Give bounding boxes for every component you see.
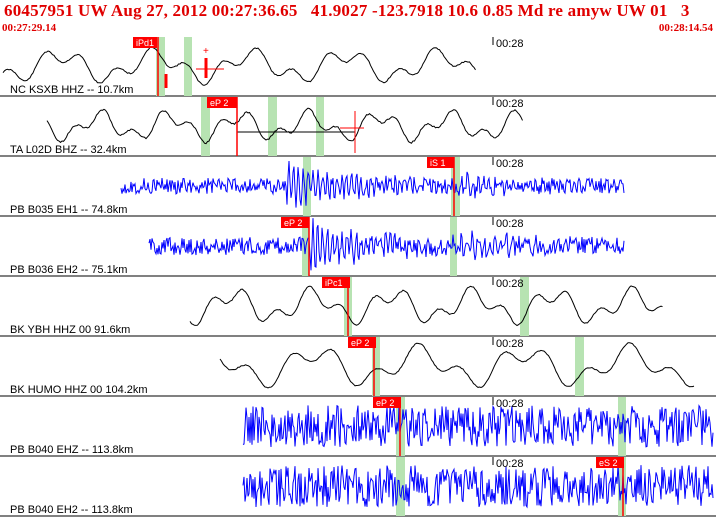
window-band xyxy=(450,217,457,276)
waveform-trace xyxy=(242,465,714,509)
time-tick-label: 00:28 xyxy=(496,98,524,110)
pick-label: eP 2 xyxy=(351,338,369,348)
trace-row[interactable]: eP 2 00:28 PB B036 EH2 -- 75.1km xyxy=(0,217,716,277)
pick-flag[interactable] xyxy=(281,217,309,228)
pick-flag[interactable] xyxy=(348,337,376,348)
station-label: PB B035 EH1 -- 74.8km xyxy=(10,204,127,216)
pick-label: eP 2 xyxy=(210,98,228,108)
window-band xyxy=(156,37,165,96)
waveform-trace xyxy=(120,160,625,208)
pick-flag[interactable] xyxy=(322,277,350,288)
event-header: 60457951 UW Aug 27, 2012 00:27:36.65 41.… xyxy=(0,0,716,36)
station-label: PB B040 EHZ -- 113.8km xyxy=(10,444,133,456)
trace-row[interactable]: + iPd1 00:28 NC KSXB HHZ -- 10.7km xyxy=(0,37,716,97)
station-label: TA L02D BHZ -- 32.4km xyxy=(10,144,127,156)
pick-label: eP 2 xyxy=(376,398,394,408)
seismogram-panel[interactable]: + iPd1 00:28 NC KSXB HHZ -- 10.7km eP 2 00:28… xyxy=(0,36,716,518)
time-tick-label: 00:28 xyxy=(496,158,524,170)
pick-flag[interactable] xyxy=(596,457,624,468)
pick-flag[interactable] xyxy=(373,397,401,408)
trace-row[interactable]: iS 1 00:28 PB B035 EH1 -- 74.8km xyxy=(0,157,716,217)
window-band xyxy=(396,457,405,516)
pick-label: eS 2 xyxy=(599,458,618,468)
trace-row[interactable]: eP 2 00:28 TA L02D BHZ -- 32.4km xyxy=(0,97,716,157)
waveform-trace xyxy=(189,285,663,327)
window-band xyxy=(520,277,529,336)
station-label: NC KSXB HHZ -- 10.7km xyxy=(10,84,133,96)
pick-label: iS 1 xyxy=(430,158,446,168)
station-label: PB B036 EH2 -- 75.1km xyxy=(10,264,127,276)
pick-label: iPc1 xyxy=(325,278,343,288)
waveform-trace xyxy=(242,404,714,448)
window-band xyxy=(575,337,584,396)
window-band xyxy=(184,37,192,96)
pick-flag[interactable] xyxy=(427,157,454,168)
time-tick-label: 00:28 xyxy=(496,338,524,350)
time-tick-label: 00:28 xyxy=(496,38,524,50)
pick-label: eP 2 xyxy=(284,218,302,228)
station-label: BK YBH HHZ 00 91.6km xyxy=(10,324,130,336)
window-band xyxy=(372,337,380,396)
waveform-trace xyxy=(2,46,476,86)
station-label: PB B040 EH2 -- 113.8km xyxy=(10,504,133,516)
window-band xyxy=(268,97,277,156)
window-start-time: 00:27:29.14 xyxy=(2,22,57,34)
window-end-time: 00:28:14.54 xyxy=(658,22,713,34)
pick-flag[interactable] xyxy=(133,37,157,48)
window-band xyxy=(201,97,210,156)
time-tick-label: 00:28 xyxy=(496,218,524,230)
station-label: BK HUMO HHZ 00 104.2km xyxy=(10,384,148,396)
cursor-crosshair-icon: + xyxy=(203,46,209,57)
trace-row[interactable]: eP 2 00:28 PB B040 EHZ -- 113.8km xyxy=(0,397,716,457)
trace-row[interactable]: iPc1 00:28 BK YBH HHZ 00 91.6km xyxy=(0,277,716,337)
trace-row[interactable]: eS 2 00:28 PB B040 EH2 -- 113.8km xyxy=(0,457,716,517)
time-tick-label: 00:28 xyxy=(496,398,524,410)
event-title: 60457951 UW Aug 27, 2012 00:27:36.65 41.… xyxy=(4,1,690,20)
time-tick-label: 00:28 xyxy=(496,278,524,290)
time-tick-label: 00:28 xyxy=(496,458,524,470)
trace-row[interactable]: eP 2 00:28 BK HUMO HHZ 00 104.2km xyxy=(0,337,716,397)
waveform-trace xyxy=(148,218,625,271)
pick-label: iPd1 xyxy=(136,38,154,48)
pick-flag[interactable] xyxy=(207,97,237,108)
waveform-trace xyxy=(46,107,523,145)
waveform-trace xyxy=(219,342,695,389)
